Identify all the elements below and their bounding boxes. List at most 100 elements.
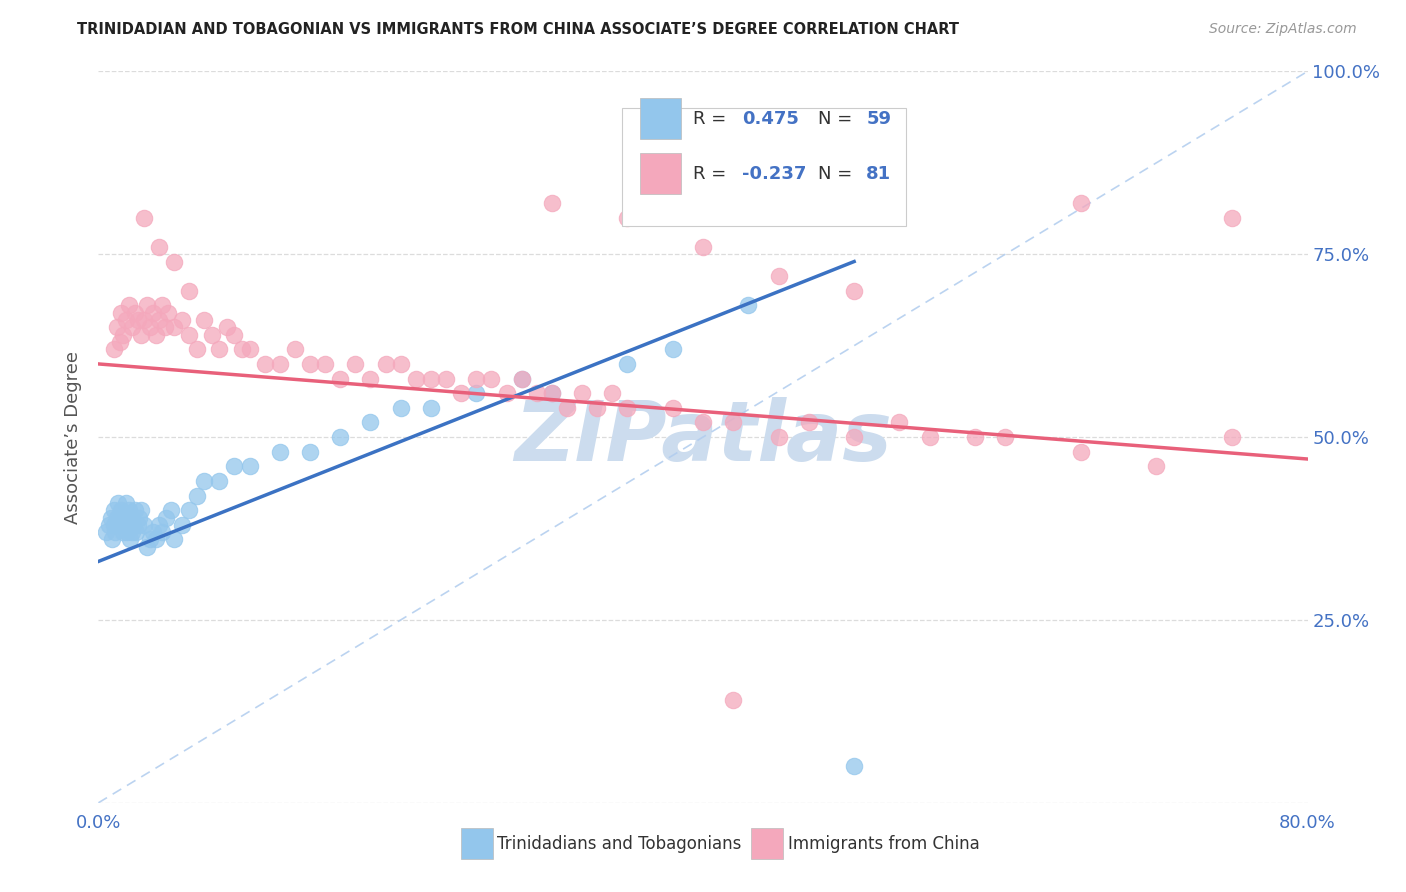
Point	[239, 343, 262, 357]
Point	[797, 416, 820, 430]
Point	[135, 540, 157, 554]
Point	[139, 320, 162, 334]
Point	[129, 503, 152, 517]
Point	[540, 386, 562, 401]
Point	[360, 416, 382, 430]
Point	[103, 503, 125, 517]
Point	[118, 298, 141, 312]
Point	[555, 401, 578, 415]
Point	[120, 533, 142, 547]
Point	[965, 430, 987, 444]
Point	[110, 306, 132, 320]
Point	[299, 444, 322, 458]
Point	[170, 517, 193, 532]
Point	[139, 533, 162, 547]
FancyBboxPatch shape	[461, 829, 492, 859]
Point	[127, 517, 149, 532]
Point	[844, 284, 866, 298]
Text: Source: ZipAtlas.com: Source: ZipAtlas.com	[1209, 22, 1357, 37]
Point	[344, 357, 367, 371]
Point	[114, 496, 136, 510]
Point	[360, 371, 382, 385]
Text: R =: R =	[693, 110, 727, 128]
Point	[420, 401, 443, 415]
Point	[374, 357, 396, 371]
FancyBboxPatch shape	[640, 153, 682, 194]
Point	[111, 525, 134, 540]
Point	[616, 211, 638, 225]
Point	[132, 313, 155, 327]
Point	[450, 386, 472, 401]
Point	[186, 343, 208, 357]
Point	[108, 510, 131, 524]
Point	[1144, 459, 1167, 474]
Point	[224, 327, 246, 342]
Point	[163, 254, 186, 268]
Point	[114, 313, 136, 327]
Point	[101, 533, 124, 547]
Point	[128, 510, 150, 524]
Point	[179, 503, 201, 517]
Point	[768, 430, 790, 444]
Point	[148, 313, 170, 327]
Point	[389, 357, 412, 371]
Point	[616, 357, 638, 371]
Point	[105, 320, 128, 334]
Point	[284, 343, 307, 357]
Point	[526, 386, 548, 401]
Point	[495, 386, 517, 401]
Point	[540, 196, 562, 211]
Point	[104, 525, 127, 540]
Text: TRINIDADIAN AND TOBAGONIAN VS IMMIGRANTS FROM CHINA ASSOCIATE’S DEGREE CORRELATI: TRINIDADIAN AND TOBAGONIAN VS IMMIGRANTS…	[77, 22, 959, 37]
Point	[692, 240, 714, 254]
Text: -0.237: -0.237	[742, 165, 806, 183]
Point	[208, 343, 231, 357]
Point	[115, 525, 138, 540]
Point	[135, 298, 157, 312]
Point	[889, 416, 911, 430]
Point	[269, 357, 291, 371]
Point	[329, 371, 352, 385]
Point	[420, 371, 443, 385]
Point	[179, 284, 201, 298]
Point	[193, 313, 215, 327]
Point	[661, 343, 683, 357]
Point	[510, 371, 533, 385]
Point	[844, 759, 866, 773]
Point	[1070, 196, 1092, 211]
Point	[145, 533, 167, 547]
Point	[1070, 444, 1092, 458]
Point	[118, 517, 141, 532]
Point	[465, 386, 488, 401]
FancyBboxPatch shape	[621, 108, 905, 227]
Point	[215, 320, 238, 334]
Point	[201, 327, 224, 342]
Point	[163, 320, 186, 334]
Point	[299, 357, 322, 371]
Point	[170, 313, 193, 327]
Text: Immigrants from China: Immigrants from China	[787, 835, 980, 853]
Point	[132, 211, 155, 225]
Point	[186, 489, 208, 503]
Point	[723, 693, 745, 707]
Point	[253, 357, 276, 371]
Point	[737, 298, 759, 312]
Point	[465, 371, 488, 385]
FancyBboxPatch shape	[751, 829, 783, 859]
Point	[100, 510, 122, 524]
Point	[768, 269, 790, 284]
Point	[434, 371, 457, 385]
Point	[110, 503, 132, 517]
Text: ZIPatlas: ZIPatlas	[515, 397, 891, 477]
Point	[193, 474, 215, 488]
Point	[153, 320, 176, 334]
Point	[122, 517, 145, 532]
Point	[994, 430, 1017, 444]
FancyBboxPatch shape	[640, 98, 682, 139]
Point	[602, 386, 624, 401]
Point	[160, 503, 183, 517]
Point	[389, 401, 412, 415]
Text: 81: 81	[866, 165, 891, 183]
Point	[844, 430, 866, 444]
Point	[1220, 211, 1243, 225]
